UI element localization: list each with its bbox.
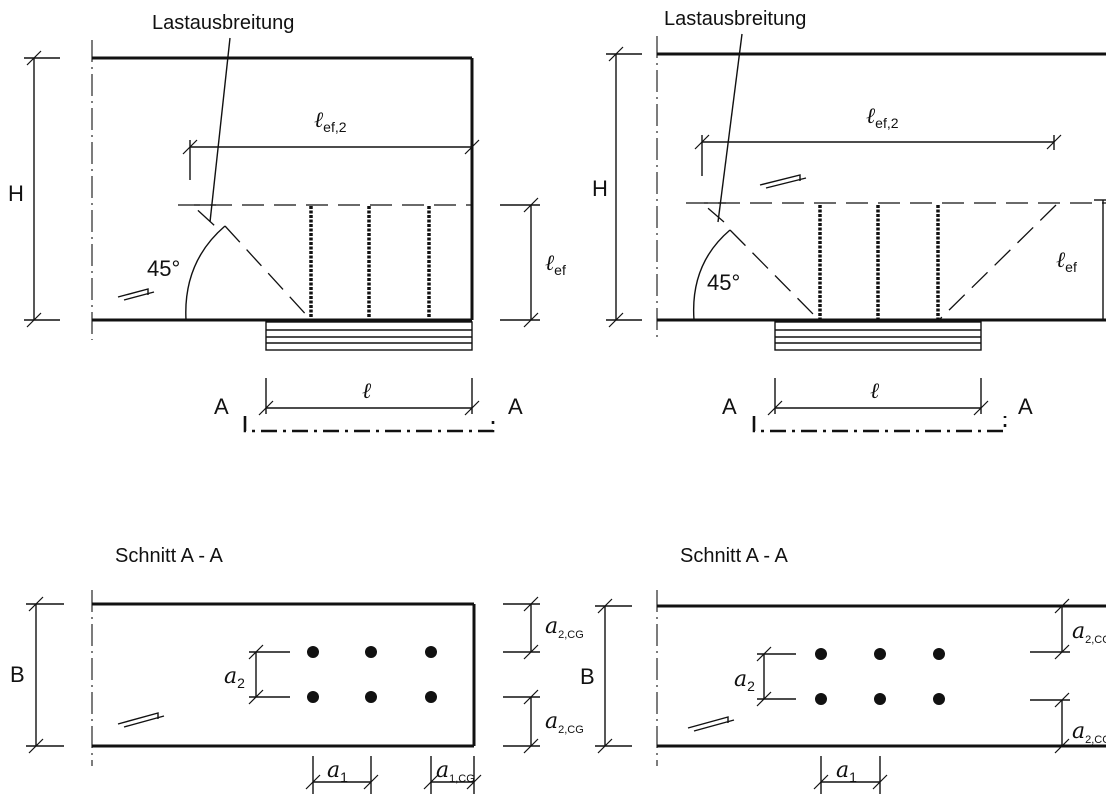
edge-distance-bottom: a2,CC <box>1030 692 1106 754</box>
screw-dot <box>365 646 377 658</box>
support-plate <box>774 321 982 351</box>
angle-arc <box>185 225 226 321</box>
load-spread-diagonal <box>224 225 311 320</box>
screw-dot <box>933 648 945 660</box>
symmetry-symbol <box>117 712 165 728</box>
screw-dot <box>933 693 945 705</box>
end-distance-label: a1,CG <box>436 758 475 785</box>
screw-dot <box>815 693 827 705</box>
spread-arrow-head <box>190 204 216 227</box>
section-title: Schnitt A - A <box>115 545 224 567</box>
section-cut-line <box>752 416 1007 433</box>
load-spread-diagonal <box>729 229 819 320</box>
bearing-length-label: ℓ <box>870 379 880 404</box>
width-dimension: B <box>580 598 632 754</box>
effective-length-2-dimension: ℓef,2 <box>182 108 480 180</box>
screw-dot <box>425 646 437 658</box>
edge-distance-top-label: a2,CG <box>545 614 584 641</box>
width-dimension: B <box>10 596 64 754</box>
symmetry-symbol <box>687 716 735 732</box>
screw-spacing-dimension: a1 <box>305 756 379 794</box>
section-mark-left: A <box>214 394 229 419</box>
row-spacing-label: a2 <box>734 667 755 694</box>
screw-spacing-dimension: a1 <box>813 756 888 794</box>
support-plate <box>265 321 473 351</box>
width-label: B <box>10 662 25 687</box>
effective-length-2-label: ℓef,2 <box>866 104 899 131</box>
angle-arc <box>692 229 731 321</box>
height-dimension: H <box>592 46 642 328</box>
section-mark-right: A <box>1018 394 1033 419</box>
end-distance-dimension: a1,CG <box>423 756 482 794</box>
load-spread-leader <box>209 37 231 223</box>
screw-dot <box>307 691 319 703</box>
bearing-length-label: ℓ <box>362 379 372 404</box>
width-label: B <box>580 664 595 689</box>
effective-length-2-dimension: ℓef,2 <box>694 104 1062 176</box>
screw-dot <box>365 691 377 703</box>
symmetry-symbol <box>759 174 807 189</box>
row-spacing-dimension: a2 <box>224 644 290 705</box>
screw-dot <box>307 646 319 658</box>
load-spread-label: Lastausbreitung <box>152 12 294 34</box>
left-section: Schnitt A - A B a2 <box>10 545 584 794</box>
edge-distance-bottom-label: a2,CG <box>545 709 584 736</box>
load-spread-diagonal-right <box>939 204 1057 320</box>
screw-spacing-label: a1 <box>327 758 348 785</box>
right-elevation: H Lastausbreitung ℓef,2 45° ℓef <box>592 8 1106 433</box>
bearing-length-dimension: ℓ <box>258 378 480 416</box>
edge-distance-top: a2,CC <box>1030 598 1106 660</box>
effective-length-2-label: ℓef,2 <box>314 108 347 135</box>
edge-distance-top-label: a2,CC <box>1072 619 1106 646</box>
section-title: Schnitt A - A <box>680 545 789 567</box>
screw-dot <box>874 648 886 660</box>
effective-length-label: ℓef <box>1056 248 1077 275</box>
row-spacing-dimension: a2 <box>734 646 796 707</box>
screw-dot <box>425 691 437 703</box>
load-spread-label: Lastausbreitung <box>664 8 806 30</box>
left-elevation: H Lastausbreitung ℓef,2 45° <box>8 12 566 433</box>
spread-arrow-head <box>700 202 726 223</box>
height-dimension: H <box>8 50 60 328</box>
edge-distance-bottom: a2,CG <box>503 689 584 754</box>
height-label: H <box>592 176 608 201</box>
screw-spacing-label: a1 <box>836 758 857 785</box>
row-spacing-label: a2 <box>224 664 245 691</box>
height-label: H <box>8 181 24 206</box>
section-mark-left: A <box>722 394 737 419</box>
edge-distance-top: a2,CG <box>503 596 584 660</box>
section-mark-right: A <box>508 394 523 419</box>
symmetry-symbol <box>117 288 155 301</box>
bearing-length-dimension: ℓ <box>767 378 989 416</box>
angle-label: 45° <box>707 270 740 295</box>
effective-length-label: ℓef <box>545 251 566 278</box>
angle-label: 45° <box>147 256 180 281</box>
load-spread-leader <box>717 33 743 223</box>
section-cut-line <box>243 416 495 433</box>
effective-length-dimension: ℓef <box>500 197 566 328</box>
edge-distance-bottom-label: a2,CC <box>1072 719 1106 746</box>
right-section: Schnitt A - A B a2 <box>580 545 1106 794</box>
screw-dot <box>815 648 827 660</box>
effective-length-dimension: ℓef <box>1056 199 1106 321</box>
screw-dot <box>874 693 886 705</box>
